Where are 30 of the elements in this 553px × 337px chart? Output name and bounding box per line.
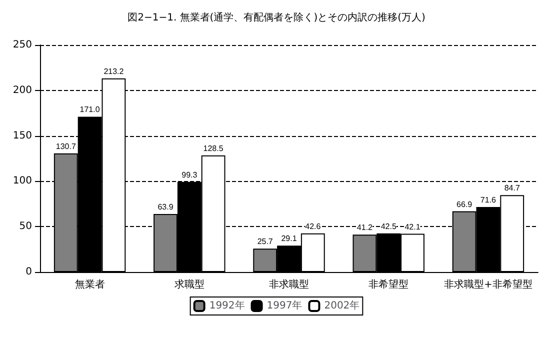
data-label: 171.0 (80, 105, 100, 114)
data-label: 41.2 (356, 223, 374, 232)
data-label: 99.3 (182, 170, 198, 180)
y-tick-label: 50 (19, 221, 32, 232)
data-label: 66.9 (456, 200, 473, 209)
y-tick-label: 150 (12, 130, 32, 142)
y-tick-label: 250 (12, 40, 32, 50)
y-tick-label: 0 (26, 266, 32, 278)
data-label: 25.7 (257, 237, 274, 246)
data-label: 42.1 (404, 222, 421, 232)
y-tick-label: 100 (12, 176, 32, 187)
chart-title: 図2−1−1. 無業者(通学、有配偶者を除く)とその内訳の推移(万人) (128, 12, 426, 24)
y-tick-label: 200 (12, 84, 32, 96)
data-label: 63.9 (158, 202, 174, 212)
legend-label: 1992年 (209, 300, 245, 312)
x-tick-label: 非求職型 (269, 278, 309, 290)
data-label: 71.6 (480, 195, 497, 204)
legend-label: 2002年 (324, 300, 360, 312)
data-label: 128.5 (203, 144, 224, 153)
data-label: 42.5 (380, 222, 397, 231)
data-label: 130.7 (56, 142, 76, 151)
x-tick-label: 非求職型+非希望型 (444, 278, 532, 290)
x-tick-label: 求職型 (174, 278, 204, 290)
data-label: 213.2 (104, 66, 124, 76)
x-tick-label: 非希望型 (368, 278, 409, 290)
x-tick-label: 無業者 (74, 278, 105, 290)
legend-label: 1997年 (266, 300, 302, 312)
data-label: 29.1 (281, 234, 298, 244)
data-label: 42.6 (305, 222, 322, 231)
data-label: 84.7 (504, 184, 520, 193)
